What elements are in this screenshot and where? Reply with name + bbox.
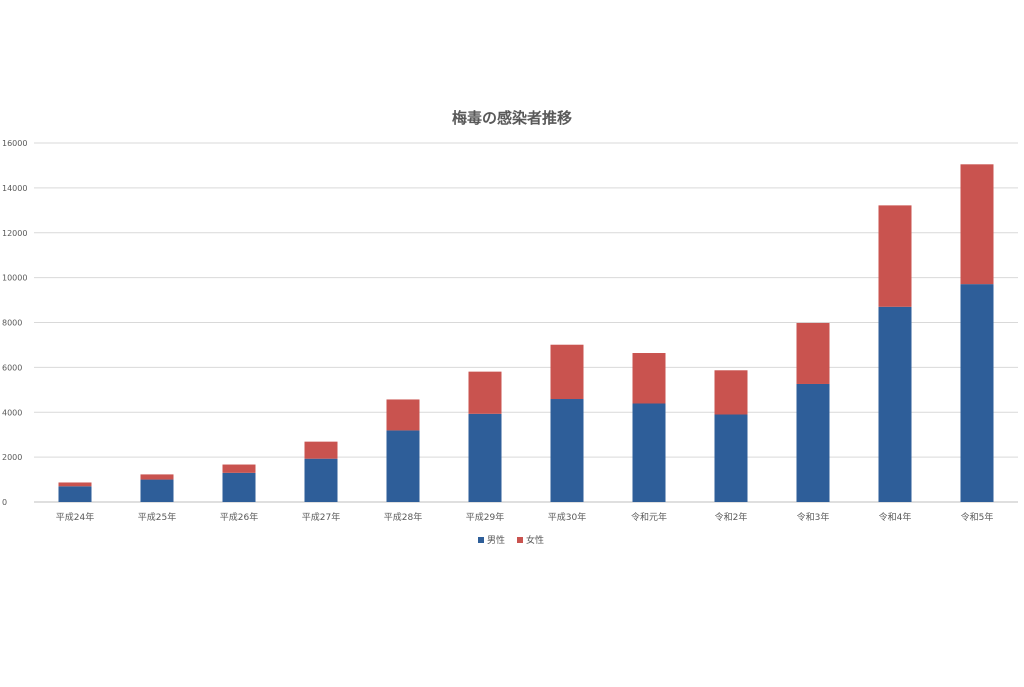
bar-segment (386, 399, 420, 431)
x-tick-label: 令和3年 (797, 511, 830, 523)
bar-segment (222, 464, 256, 473)
bar-segment (468, 413, 502, 502)
bar-segment (222, 472, 256, 502)
x-tick-label: 令和5年 (961, 511, 994, 523)
x-tick-label: 平成27年 (302, 511, 340, 523)
bar-segment (304, 441, 338, 459)
y-tick-label: 4000 (2, 408, 22, 417)
bar-segment (796, 322, 830, 384)
x-tick-label: 平成30年 (548, 511, 586, 523)
bar-segment (714, 414, 748, 502)
bar-segment (550, 399, 584, 502)
y-tick-label: 2000 (2, 453, 22, 462)
y-tick-label: 8000 (2, 319, 22, 328)
legend-label: 男性 (487, 534, 505, 546)
legend-swatch (517, 537, 523, 543)
bar-segment (58, 486, 92, 502)
bar-segment (58, 482, 92, 487)
y-tick-label: 14000 (2, 184, 27, 193)
bar-segment (140, 479, 174, 502)
y-tick-label: 10000 (2, 274, 27, 283)
bar-segment (714, 370, 748, 415)
x-tick-label: 平成29年 (466, 511, 504, 523)
chart-title: 梅毒の感染者推移 (451, 109, 572, 127)
bar-segment (468, 371, 502, 414)
x-tick-label: 令和2年 (715, 511, 748, 523)
bar-segment (796, 383, 830, 502)
y-tick-label: 6000 (2, 363, 22, 372)
legend-swatch (478, 537, 484, 543)
bar-segment (386, 430, 420, 502)
bar-segment (632, 403, 666, 502)
x-tick-label: 平成24年 (56, 511, 94, 523)
bar-segment (960, 284, 994, 502)
x-tick-label: 令和4年 (879, 511, 912, 523)
bar-segment (878, 306, 912, 502)
y-tick-label: 0 (2, 498, 7, 507)
x-tick-label: 平成25年 (138, 511, 176, 523)
bar-segment (632, 353, 666, 404)
x-tick-label: 平成28年 (384, 511, 422, 523)
bar-segment (304, 458, 338, 502)
y-tick-label: 12000 (2, 229, 27, 238)
x-tick-label: 平成26年 (220, 511, 258, 523)
x-tick-label: 令和元年 (631, 511, 667, 523)
y-tick-label: 16000 (2, 139, 27, 148)
bar-segment (960, 164, 994, 285)
bar-segment (878, 205, 912, 307)
bar-segment (140, 474, 174, 480)
legend-label: 女性 (526, 534, 544, 546)
bar-segment (550, 344, 584, 400)
